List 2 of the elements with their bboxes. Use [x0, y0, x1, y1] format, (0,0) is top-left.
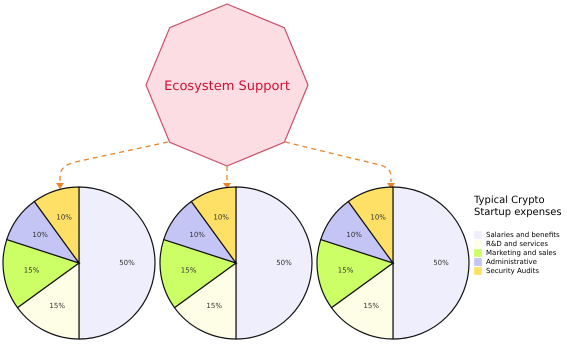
- legend-title: Typical Crypto Startup expenses: [473, 195, 562, 218]
- text: Ecosystem Support: [164, 79, 290, 94]
